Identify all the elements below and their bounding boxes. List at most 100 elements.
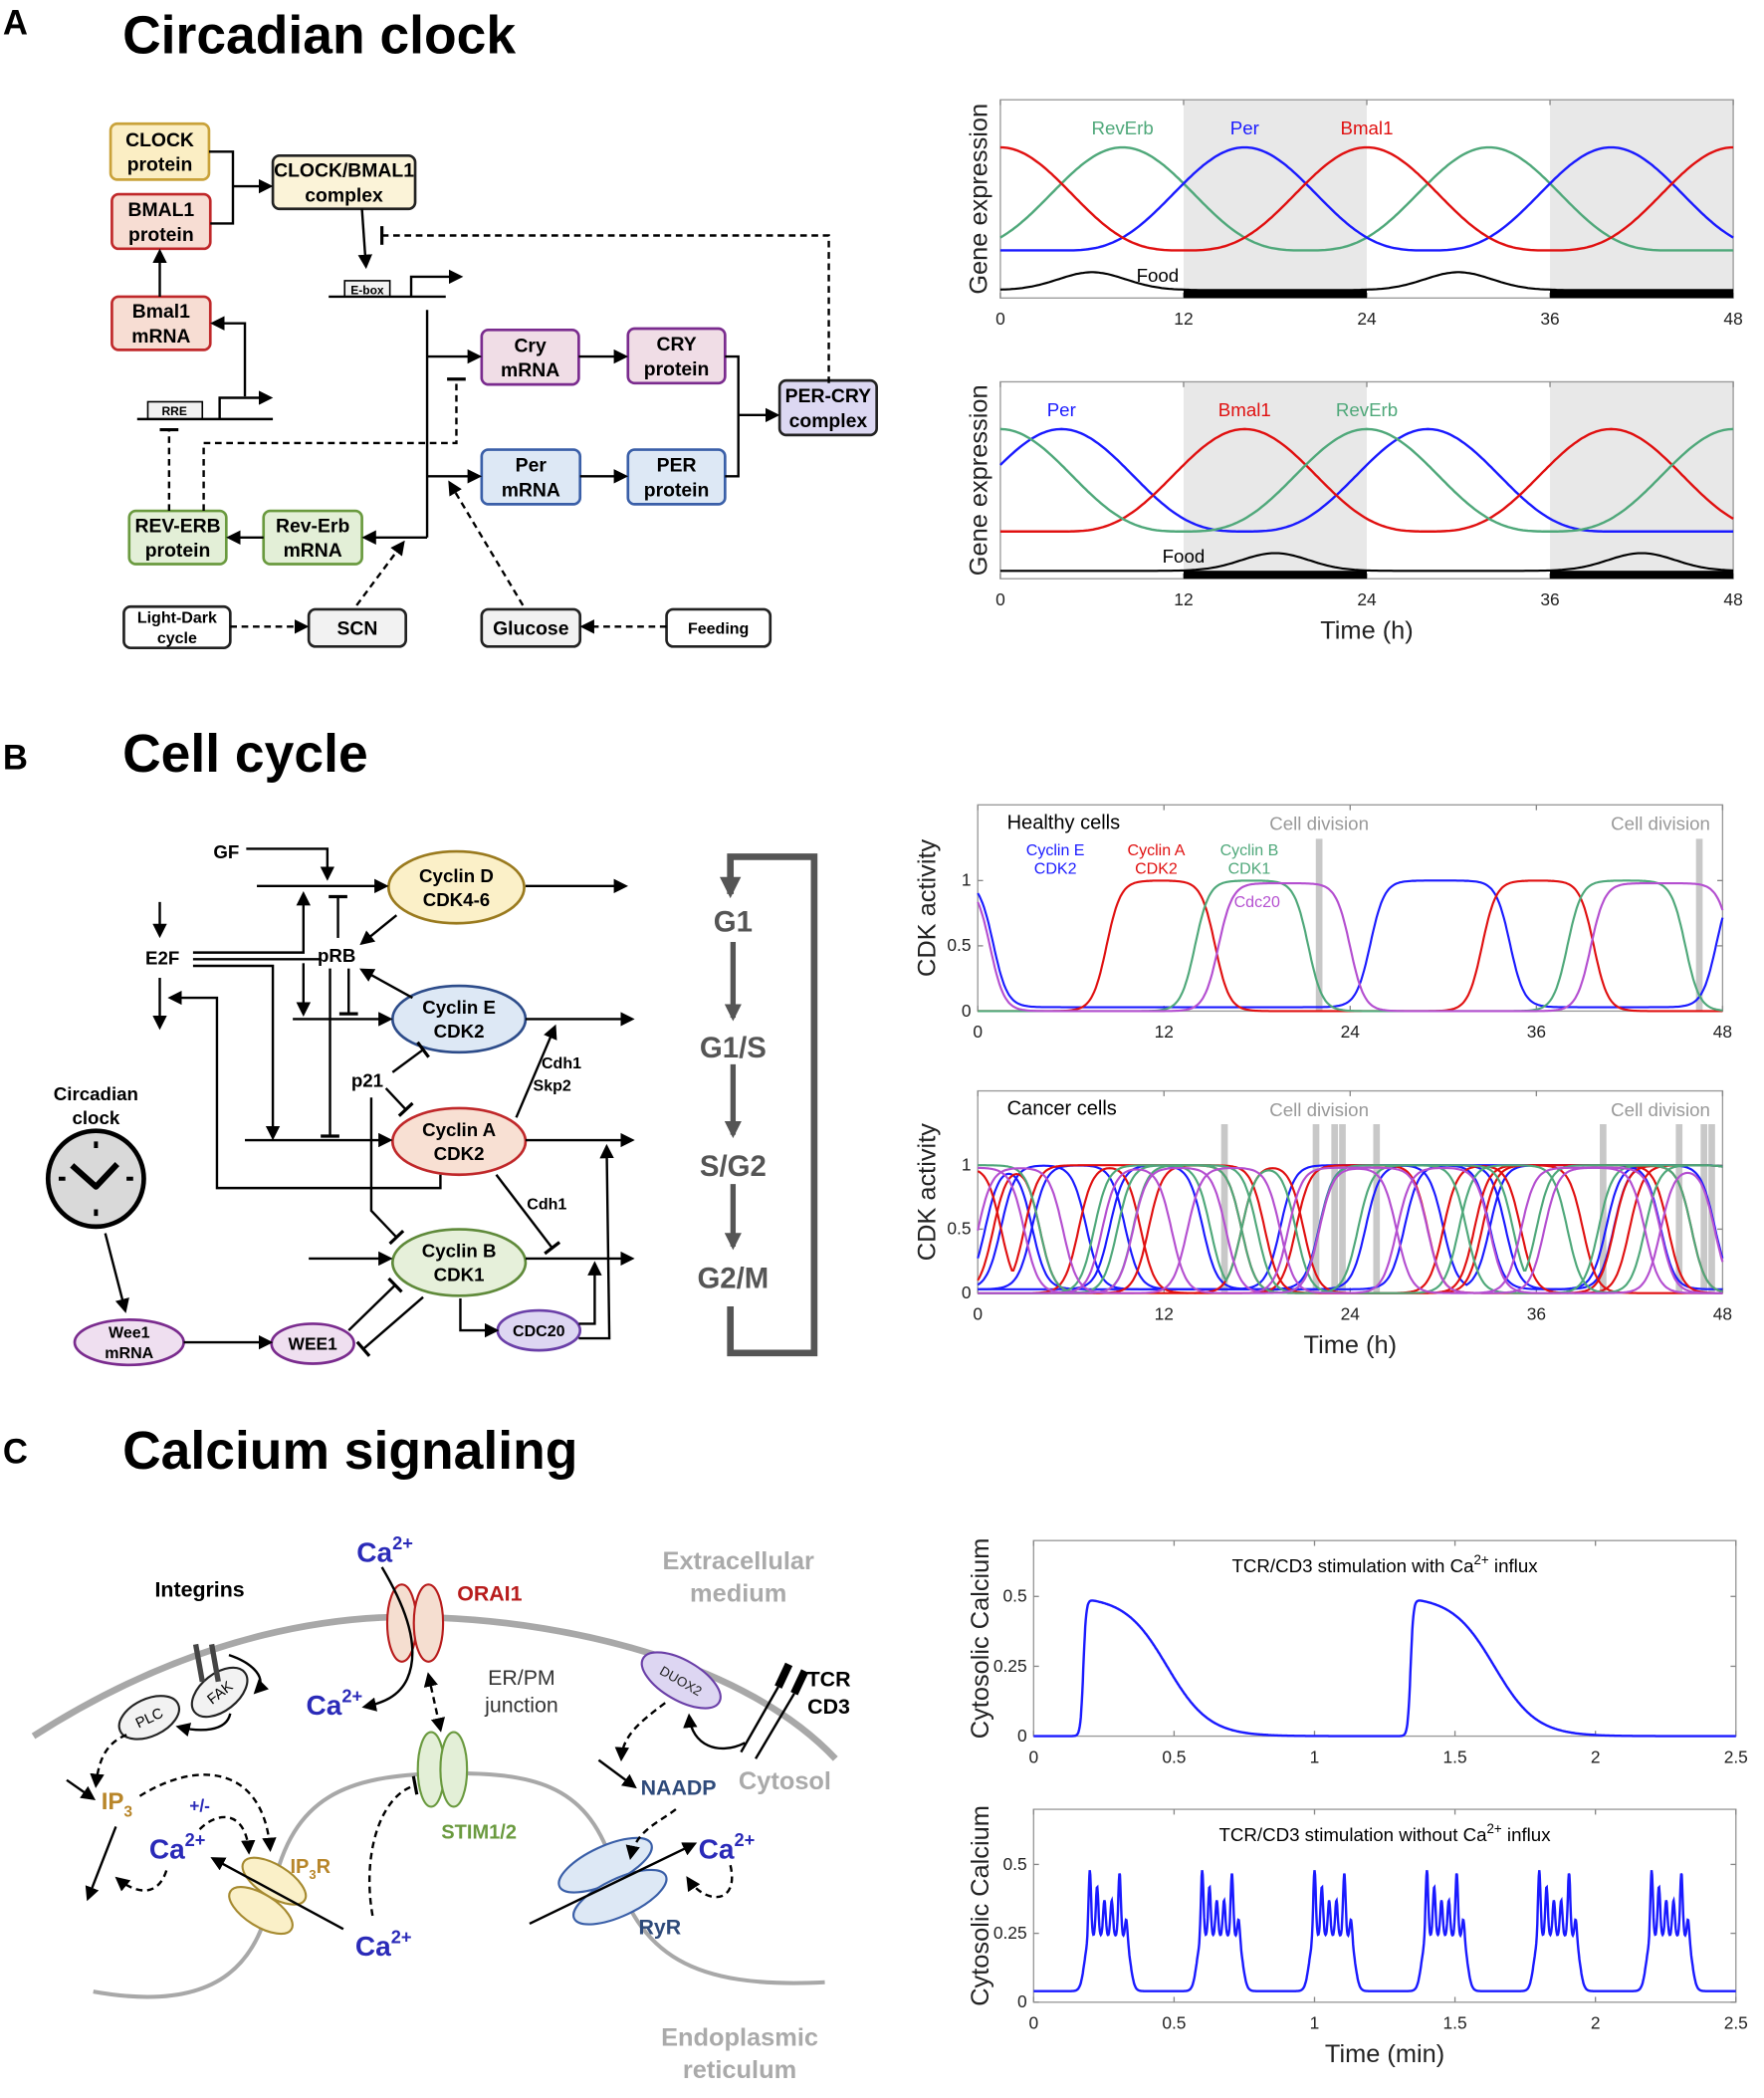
series-label: Per (1230, 117, 1259, 138)
x-tick-label: 24 (1341, 1022, 1361, 1042)
arrow-edge (85, 1826, 117, 1902)
node-label: mRNA (284, 540, 342, 562)
gf-label: GF (213, 841, 239, 862)
x-tick-label: 36 (1540, 589, 1559, 609)
inhibition-edge (369, 1097, 398, 1239)
series-label: CDK2 (1034, 860, 1077, 878)
calcium-symbol: Ca (356, 1537, 392, 1568)
ip3-label-main: IP (102, 1788, 124, 1815)
tcr-head (790, 1669, 809, 1696)
node-label: protein (128, 224, 194, 246)
tcr-stalk (755, 1693, 795, 1759)
calcium-charge: 2+ (185, 1829, 206, 1850)
cell-division-bar (1339, 1124, 1346, 1293)
food-line (999, 271, 1734, 292)
arrow-edge (529, 1842, 698, 1926)
cell-division-bar (1708, 1124, 1715, 1293)
x-tick-label: 0 (973, 1022, 983, 1042)
node-cyclin-d: Cyclin D CDK4-6 (386, 849, 526, 925)
rre-label: RRE (162, 404, 187, 418)
arrow-edge (625, 1808, 677, 1860)
node-label: Bmal1 (132, 301, 190, 323)
circadian-clock-label: clock (72, 1107, 119, 1128)
panel-a-title: Circadian clock (122, 6, 516, 65)
series-line-reverb (999, 427, 1734, 533)
integrin-bar (208, 1643, 221, 1683)
chart-cc1: 0 12 24 36 48 0 0.5 1 CDK activity Cell division C… (913, 804, 1732, 1042)
ebox-label: E-box (350, 283, 384, 297)
ip3r-label-subscript: 3 (309, 1867, 316, 1882)
series-line-per (999, 427, 1734, 533)
node-clock-protein: CLOCK protein (109, 121, 211, 181)
arrow-edge (104, 1233, 129, 1313)
y-axis-label: Gene expression (966, 104, 993, 295)
title-text: influx (1489, 1555, 1538, 1576)
cell-division-bar (1373, 1124, 1381, 1293)
calcium-symbol: Ca (306, 1690, 341, 1721)
annotation-label: Cell division (1611, 814, 1710, 834)
x-tick-label: 2 (1591, 2013, 1601, 2033)
tcr-stalk (740, 1686, 779, 1753)
x-tick-label: 48 (1713, 1303, 1732, 1323)
y-tick-label: 0.5 (947, 935, 971, 955)
calcium-symbol: Ca (699, 1834, 735, 1865)
node-bmal1-mrna: Bmal1 mRNA (110, 295, 212, 351)
node-label: Feeding (688, 619, 749, 637)
chart-ca1: 0 0.5 1 1.5 2 2.5 0 0.25 0.5 Cytosolic Calcium TCR… (967, 1538, 1748, 1767)
food-line (999, 552, 1734, 573)
node-label: CDK1 (434, 1265, 485, 1285)
inhibition-edge (202, 378, 458, 512)
arrow-edge (210, 316, 247, 397)
node-label: CDC20 (513, 1322, 565, 1340)
dark-period-shade (1183, 381, 1368, 580)
node-ellipse (386, 849, 526, 925)
panel-b-title: Cell cycle (122, 725, 368, 784)
series-label: RevErb (1091, 117, 1153, 138)
panel-c-letter: C (3, 1434, 28, 1472)
node-box (665, 607, 772, 648)
node-wee1: WEE1 (270, 1322, 355, 1365)
arrow-edge (359, 968, 413, 1000)
duox2-enzyme (640, 1651, 722, 1710)
node-label: SCN (336, 618, 377, 640)
cdk-activity-line (977, 881, 1724, 1013)
x-tick-label: 2.5 (1724, 2013, 1748, 2033)
node-cyclin-e: Cyclin E CDK2 (390, 984, 528, 1054)
node-label: Cyclin D (419, 865, 494, 886)
inhibition-edge (495, 1174, 553, 1249)
dark-bar (1183, 290, 1368, 299)
title-text: TCR/CD3 stimulation with Ca (1231, 1555, 1474, 1576)
arrow-edge (192, 964, 281, 1141)
arrow-edge (138, 1773, 277, 1853)
node-label: BMAL1 (128, 199, 195, 221)
calcium-ion-label: Ca2+ (306, 1686, 362, 1722)
annotation-label: Cell division (1611, 1099, 1710, 1120)
node-cdc20: CDC20 (496, 1308, 582, 1352)
cdk-activity-line (978, 1166, 1723, 1294)
x-tick-label: 48 (1713, 1022, 1732, 1042)
arrow-edge (459, 1298, 500, 1338)
series-label: CDK1 (1228, 860, 1271, 878)
arrow-edge (90, 1734, 127, 1788)
node-ellipse (390, 1106, 528, 1177)
circadian-clock-label: Circadian (54, 1083, 138, 1104)
x-tick-label: 24 (1357, 309, 1377, 329)
ryr-label: RyR (639, 1916, 682, 1940)
dark-bar (1550, 290, 1734, 299)
stim-protein (439, 1731, 469, 1808)
arrow-edge (246, 847, 335, 881)
cdh1-skp2-label: Skp2 (534, 1077, 571, 1095)
circadian-diagram: E-box RRE CLOCK protein BMAL1 protein CLOCK/… (109, 121, 878, 650)
panel-b-letter: B (3, 739, 28, 777)
x-tick-label: 2.5 (1724, 1747, 1748, 1766)
cell-division-bar (1220, 1124, 1228, 1293)
node-label: CDK2 (434, 1143, 485, 1164)
x-tick-label: 0.5 (1162, 2013, 1186, 2033)
arrow-edge (448, 480, 525, 606)
node-label: complex (789, 410, 868, 432)
series-label: RevErb (1336, 399, 1398, 420)
